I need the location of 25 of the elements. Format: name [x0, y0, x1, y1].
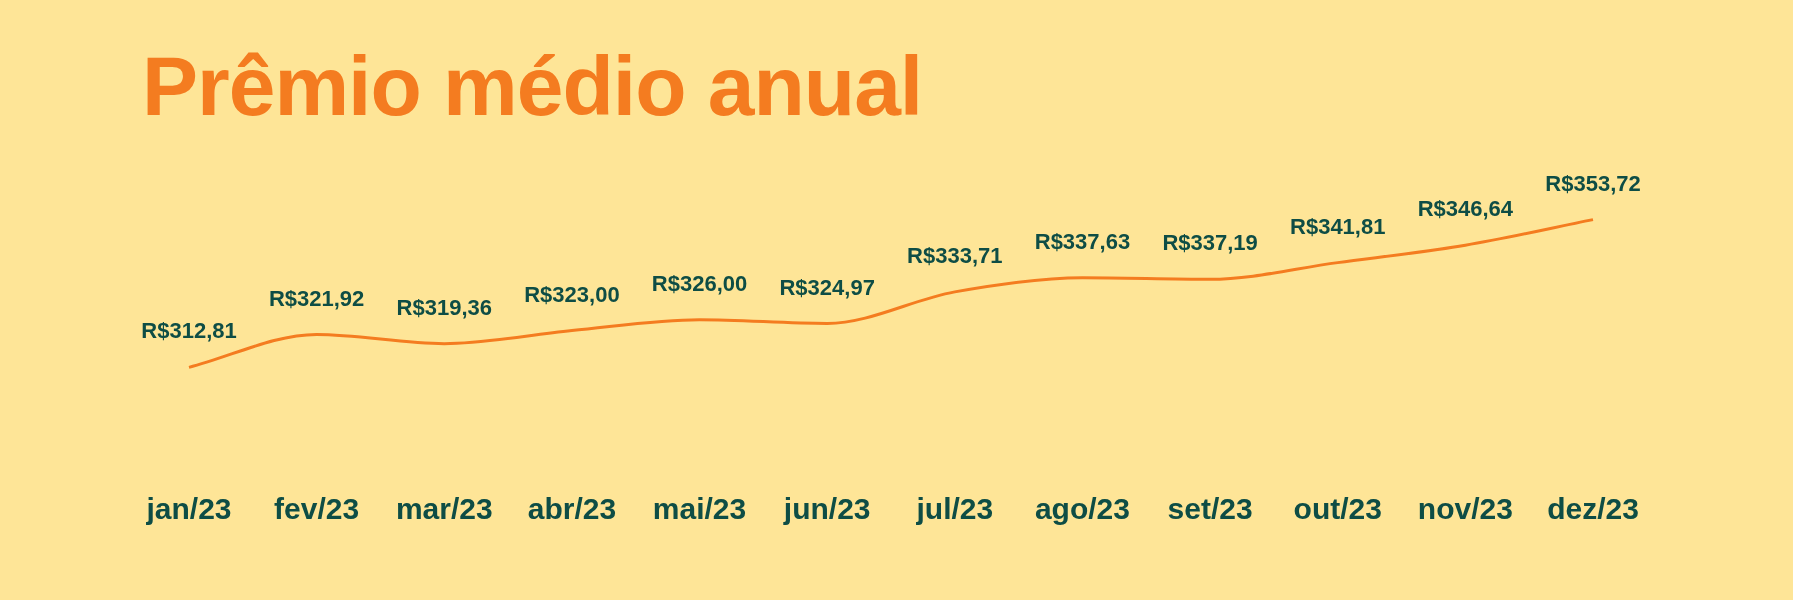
data-label: R$326,00	[651, 270, 748, 296]
data-label: R$321,92	[268, 285, 365, 311]
x-tick-label: nov/23	[1417, 491, 1513, 525]
x-tick-label: ago/23	[1034, 491, 1130, 525]
x-tick-label: mai/23	[652, 491, 747, 525]
data-label: R$319,36	[396, 294, 492, 320]
data-label: R$337,19	[1162, 230, 1258, 256]
x-tick-label: out/23	[1293, 491, 1382, 525]
x-tick-label: jul/23	[915, 491, 994, 525]
data-label: R$312,81	[141, 318, 237, 344]
x-tick-label: abr/23	[527, 491, 617, 525]
x-tick-label: jun/23	[782, 491, 871, 525]
data-label: R$333,71	[907, 242, 1003, 268]
data-label: R$346,64	[1417, 196, 1514, 222]
x-tick-label: fev/23	[274, 491, 360, 525]
x-tick-label: jan/23	[145, 491, 232, 525]
data-label: R$324,97	[779, 274, 875, 300]
x-tick-label: set/23	[1167, 491, 1253, 525]
x-tick-label: dez/23	[1547, 491, 1639, 525]
data-label: R$323,00	[524, 281, 620, 307]
data-label: R$337,63	[1034, 228, 1131, 254]
data-label: R$341,81	[1290, 213, 1386, 239]
chart-title: Prêmio médio anual	[142, 38, 923, 135]
x-tick-label: mar/23	[395, 491, 493, 525]
data-label: R$353,72	[1545, 170, 1641, 196]
